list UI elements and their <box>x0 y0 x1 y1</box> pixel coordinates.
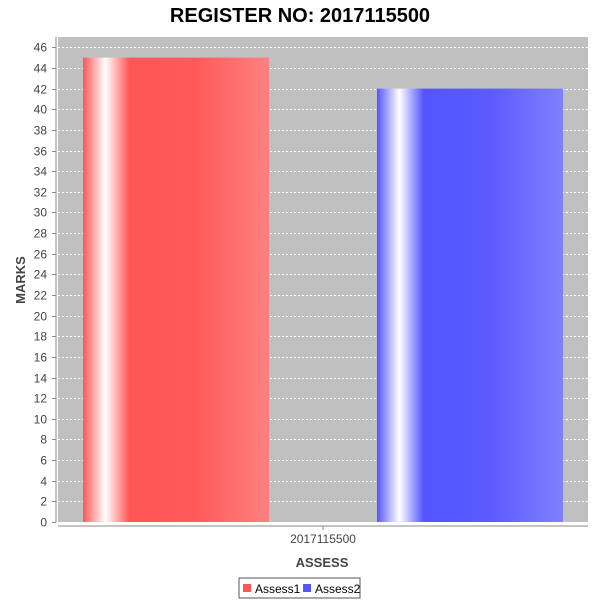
y-tick-label-46: 46 <box>34 41 48 55</box>
y-tick-label-36: 36 <box>34 145 48 159</box>
y-tick-label-28: 28 <box>34 227 48 241</box>
y-tick-label-6: 6 <box>40 454 47 468</box>
y-tick-label-22: 22 <box>34 289 48 303</box>
y-tick-label-34: 34 <box>34 165 48 179</box>
y-tick-label-18: 18 <box>34 330 48 344</box>
y-tick-label-26: 26 <box>34 248 48 262</box>
y-tick-label-44: 44 <box>34 62 48 76</box>
y-tick-label-8: 8 <box>40 433 47 447</box>
x-axis: 2017115500 <box>290 526 356 546</box>
y-tick-label-12: 12 <box>34 392 48 406</box>
y-tick-label-10: 10 <box>34 413 48 427</box>
y-axis-label: MARKS <box>13 256 28 304</box>
y-tick-label-16: 16 <box>34 351 48 365</box>
bar-assess2-2017115500 <box>377 88 563 523</box>
y-tick-label-32: 32 <box>34 186 48 200</box>
y-tick-label-40: 40 <box>34 103 48 117</box>
legend-label-assess1: Assess1 <box>255 582 301 596</box>
legend-swatch-assess2 <box>303 584 311 592</box>
chart-title: REGISTER NO: 2017115500 <box>170 5 430 27</box>
y-tick-label-24: 24 <box>34 268 48 282</box>
bars <box>83 57 563 523</box>
x-axis-label: ASSESS <box>296 555 349 570</box>
y-tick-label-2: 2 <box>40 495 47 509</box>
x-tick-label-2017115500: 2017115500 <box>290 532 356 546</box>
legend-box <box>238 577 361 599</box>
bar-assess1-2017115500 <box>83 57 269 522</box>
y-tick-label-0: 0 <box>40 516 47 530</box>
y-axis: 0246810121416182022242628303234363840424… <box>34 41 56 530</box>
y-tick-label-38: 38 <box>34 124 48 138</box>
legend: Assess1 Assess2 <box>238 577 361 599</box>
y-tick-label-4: 4 <box>40 475 47 489</box>
legend-swatch-assess1 <box>243 584 251 592</box>
y-tick-label-20: 20 <box>34 310 48 324</box>
y-tick-label-14: 14 <box>34 372 48 386</box>
legend-label-assess2: Assess2 <box>315 582 361 596</box>
y-tick-label-42: 42 <box>34 83 48 97</box>
y-tick-label-30: 30 <box>34 206 48 220</box>
